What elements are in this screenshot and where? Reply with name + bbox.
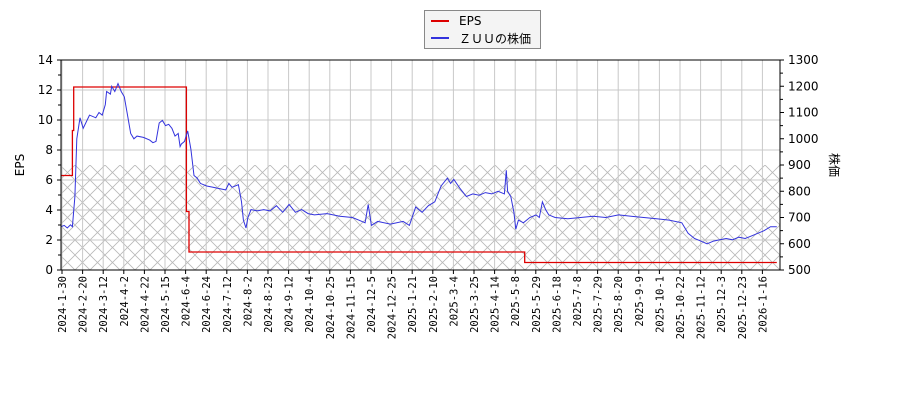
svg-text:2024-12-25: 2024-12-25 xyxy=(387,276,399,339)
svg-text:600: 600 xyxy=(788,237,811,251)
legend-label-price: ＺＵＵの株価 xyxy=(459,31,532,46)
svg-text:2025-7-29: 2025-7-29 xyxy=(593,276,605,333)
svg-text:2024-8-2: 2024-8-2 xyxy=(242,276,254,327)
axes: 0 2 4 6 8 10 12 14 500 600 700 800 900 1000 1100 1200 13… xyxy=(38,53,819,339)
svg-text:2024-4-22: 2024-4-22 xyxy=(139,276,151,333)
svg-text:2024-7-12: 2024-7-12 xyxy=(222,276,234,333)
svg-text:12: 12 xyxy=(38,83,53,97)
svg-text:2025-2-10: 2025-2-10 xyxy=(428,276,440,333)
legend-swatch-price xyxy=(431,37,449,39)
legend-item-price: ＺＵＵの株価 xyxy=(431,30,531,46)
svg-text:500: 500 xyxy=(788,263,811,277)
svg-text:2025-11-12: 2025-11-12 xyxy=(696,276,708,339)
svg-text:900: 900 xyxy=(788,158,811,172)
svg-text:2025-5-8: 2025-5-8 xyxy=(510,276,522,327)
svg-text:700: 700 xyxy=(788,211,811,225)
svg-text:1000: 1000 xyxy=(788,132,819,146)
svg-text:2025-7-8: 2025-7-8 xyxy=(572,276,584,327)
y-axis-label-right: 株価 xyxy=(827,153,842,177)
svg-text:1300: 1300 xyxy=(788,53,819,67)
svg-text:4: 4 xyxy=(45,203,53,217)
svg-text:2024-6-4: 2024-6-4 xyxy=(181,276,193,327)
svg-text:2024-5-15: 2024-5-15 xyxy=(160,276,172,333)
svg-text:2024-6-24: 2024-6-24 xyxy=(201,276,213,333)
svg-text:6: 6 xyxy=(45,173,53,187)
svg-text:2024-9-12: 2024-9-12 xyxy=(284,276,296,333)
legend-item-eps: EPS xyxy=(431,13,481,29)
svg-text:2025-12-23: 2025-12-23 xyxy=(737,276,749,339)
svg-text:2024-8-23: 2024-8-23 xyxy=(263,276,275,333)
legend-swatch-eps xyxy=(431,20,449,22)
svg-text:2024-2-20: 2024-2-20 xyxy=(78,276,90,333)
svg-text:2024-1-30: 2024-1-30 xyxy=(57,276,69,333)
svg-text:2024-10-4: 2024-10-4 xyxy=(304,276,316,333)
svg-text:2024-12-5: 2024-12-5 xyxy=(366,276,378,333)
svg-text:2025-5-29: 2025-5-29 xyxy=(531,276,543,333)
svg-text:2025-10-1: 2025-10-1 xyxy=(654,276,666,333)
legend-label-eps: EPS xyxy=(459,14,482,28)
svg-text:2024-11-15: 2024-11-15 xyxy=(345,276,357,339)
svg-text:2026-1-16: 2026-1-16 xyxy=(757,276,769,333)
hatch-band xyxy=(61,165,780,270)
svg-text:2: 2 xyxy=(45,233,53,247)
svg-text:1100: 1100 xyxy=(788,106,819,120)
chart-legend: EPS ＺＵＵの株価 xyxy=(424,10,541,49)
svg-text:2025-8-20: 2025-8-20 xyxy=(613,276,625,333)
svg-text:2025-9-9: 2025-9-9 xyxy=(634,276,646,327)
svg-text:1200: 1200 xyxy=(788,79,819,93)
svg-text:2025-12-3: 2025-12-3 xyxy=(716,276,728,333)
svg-text:2025-4-14: 2025-4-14 xyxy=(490,276,502,333)
svg-text:2024-10-25: 2024-10-25 xyxy=(325,276,337,339)
plot-series xyxy=(60,82,777,264)
svg-text:2025-3-4: 2025-3-4 xyxy=(448,276,460,327)
y-axis-label-left: EPS xyxy=(13,154,27,176)
svg-text:2025-10-22: 2025-10-22 xyxy=(675,276,687,339)
svg-text:10: 10 xyxy=(38,113,53,127)
svg-text:2025-6-18: 2025-6-18 xyxy=(551,276,563,333)
svg-text:14: 14 xyxy=(38,53,53,67)
svg-text:2024-3-12: 2024-3-12 xyxy=(98,276,110,333)
svg-text:800: 800 xyxy=(788,184,811,198)
svg-text:2025-1-21: 2025-1-21 xyxy=(407,276,419,333)
svg-text:0: 0 xyxy=(45,263,53,277)
svg-text:2024-4-2: 2024-4-2 xyxy=(119,276,131,327)
svg-text:2025-3-25: 2025-3-25 xyxy=(469,276,481,333)
svg-text:8: 8 xyxy=(45,143,53,157)
